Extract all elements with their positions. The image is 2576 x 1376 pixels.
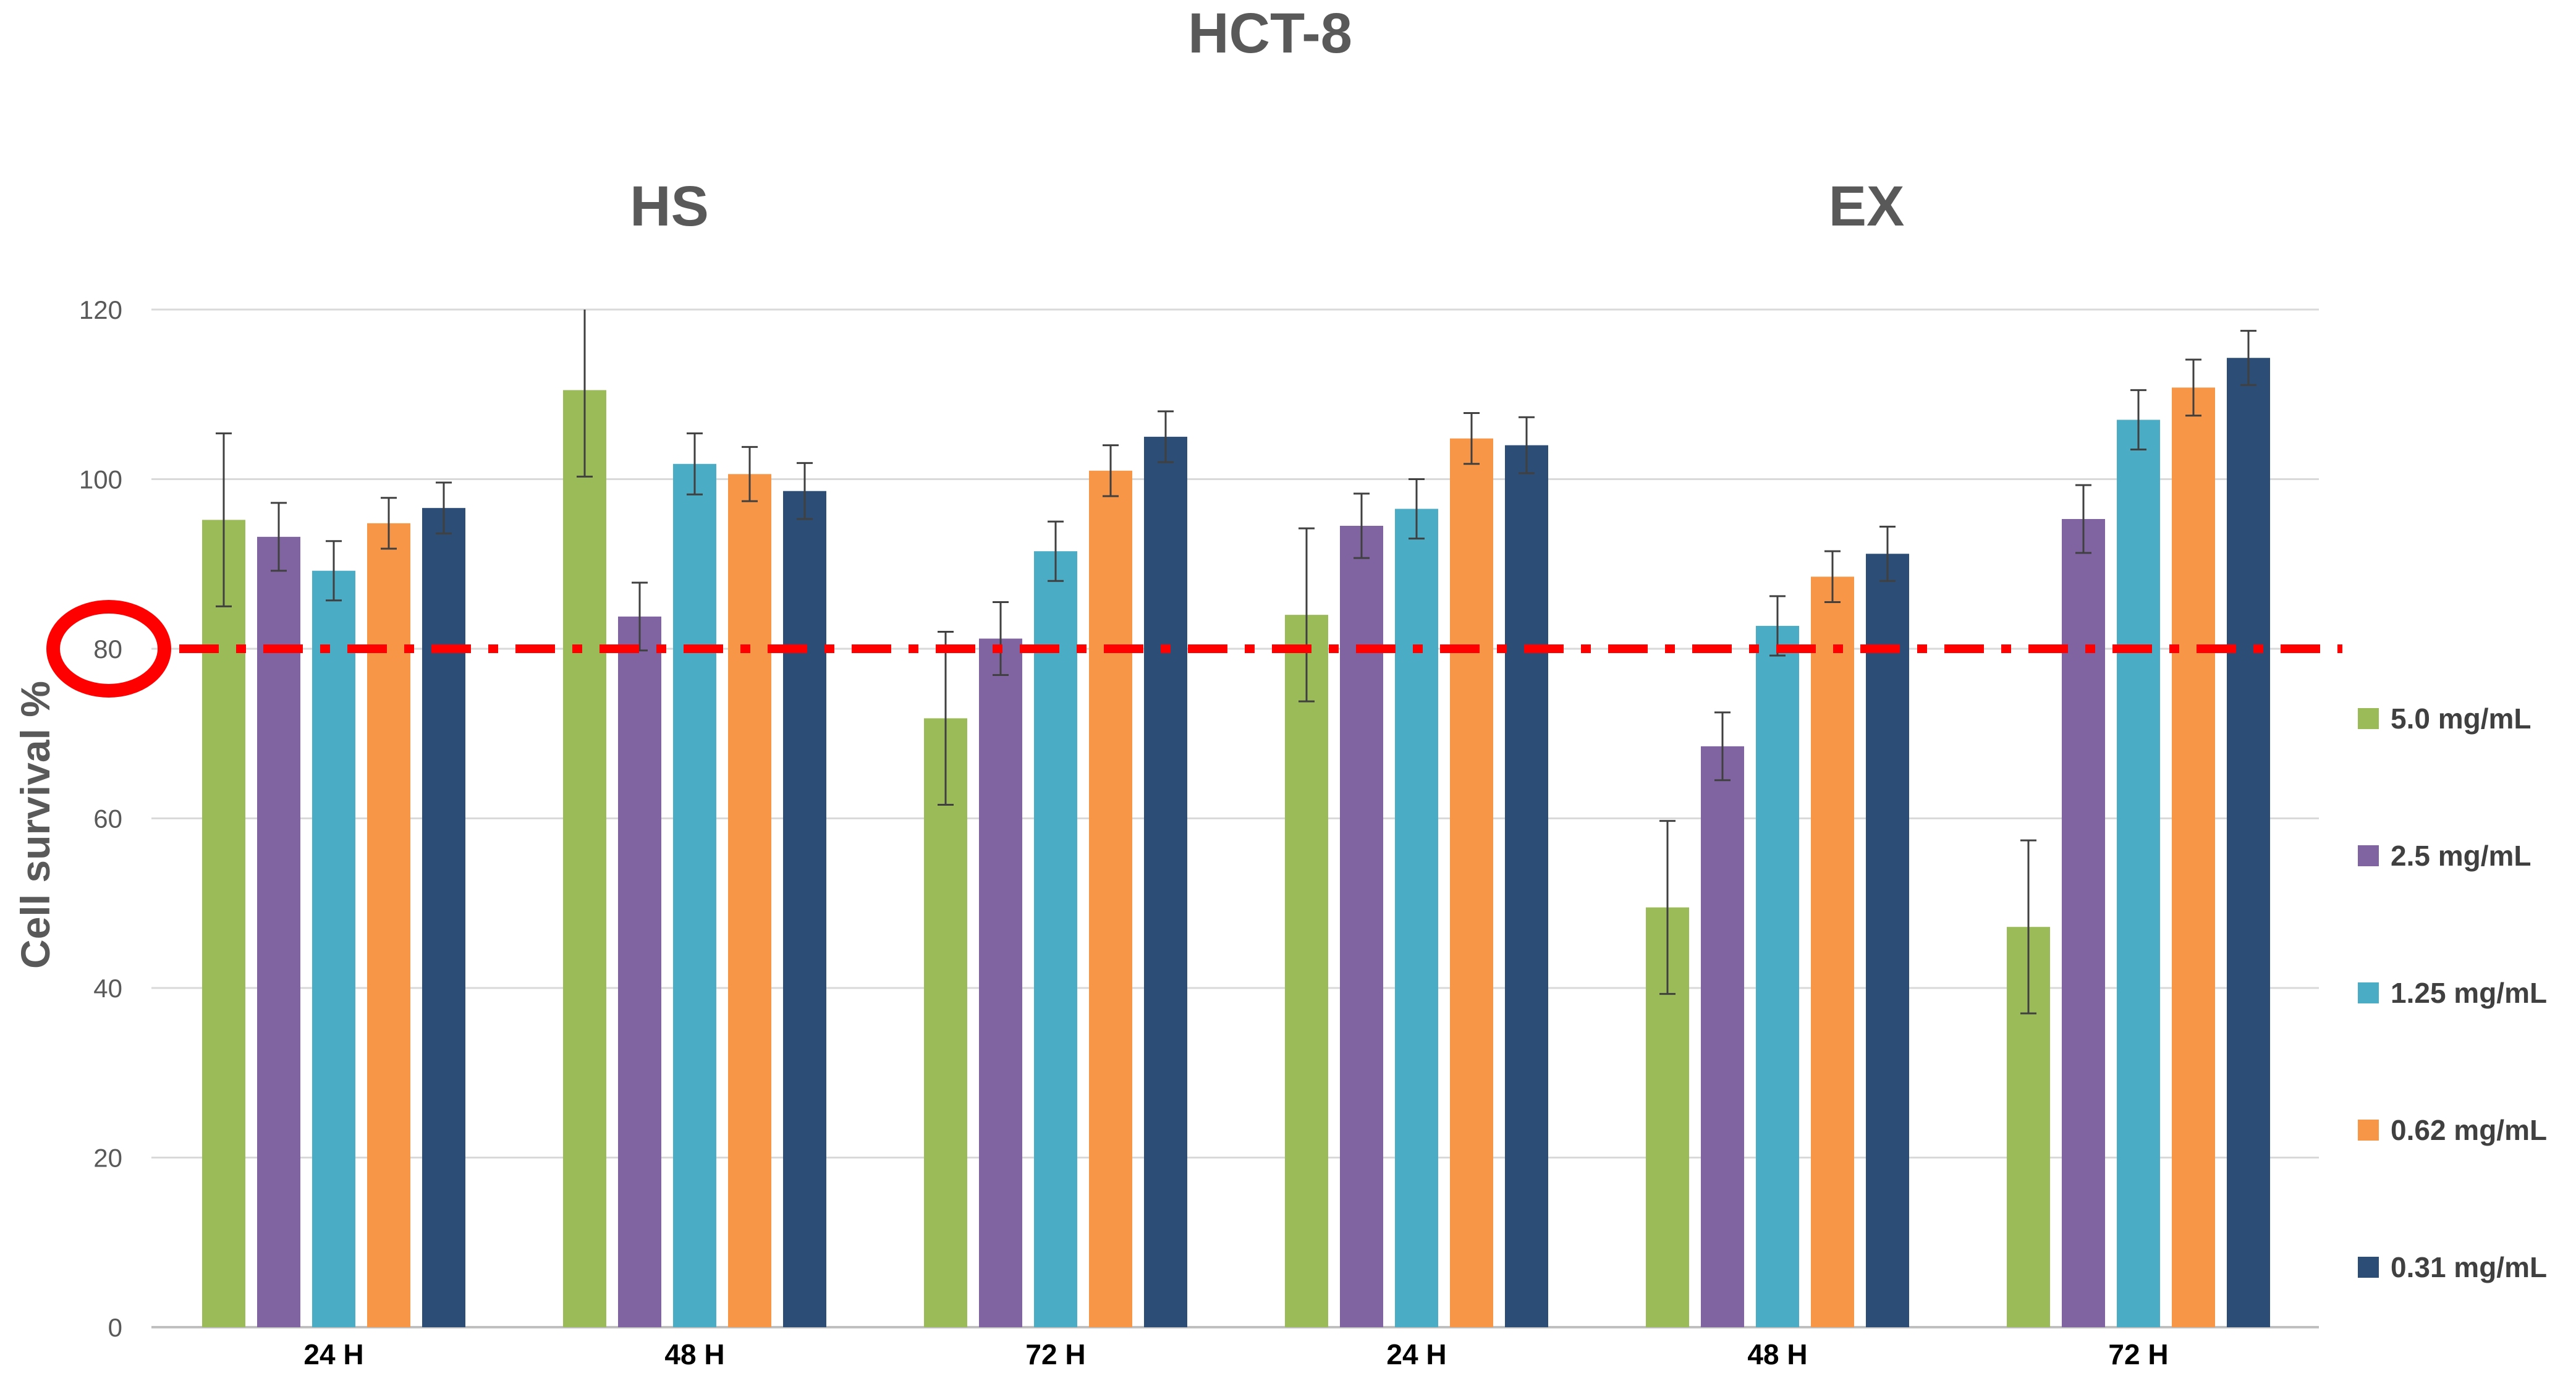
chart-title: HCT-8 <box>1188 2 1352 65</box>
x-tick-label-2: 48 H <box>664 1338 724 1370</box>
highlight-circle-80 <box>46 600 171 698</box>
bar-3-0-62-mg-ml <box>1089 470 1132 1327</box>
bar-3-2-5-mg-ml <box>979 638 1022 1327</box>
bar-4-0-31-mg-ml <box>1505 445 1548 1327</box>
legend-label-0-62-mg-ml: 0.62 mg/mL <box>2391 1114 2547 1146</box>
bar-4-2-5-mg-ml <box>1340 525 1383 1327</box>
bar-5-2-5-mg-ml <box>1701 746 1744 1327</box>
bar-5-0-62-mg-ml <box>1811 576 1854 1327</box>
bar-3-1-25-mg-ml <box>1034 551 1077 1327</box>
bar-1-1-25-mg-ml <box>312 570 355 1327</box>
bar-2-2-5-mg-ml <box>618 616 661 1327</box>
legend-swatch-5-0-mg-ml <box>2358 708 2379 729</box>
y-tick-label-100: 100 <box>79 465 122 494</box>
y-tick-label-0: 0 <box>108 1313 122 1342</box>
legend-swatch-2-5-mg-ml <box>2358 845 2379 866</box>
bar-4-0-62-mg-ml <box>1450 438 1493 1327</box>
error-bars <box>216 310 2256 1015</box>
bar-5-0-31-mg-ml <box>1866 554 1909 1327</box>
legend-swatch-0-62-mg-ml <box>2358 1120 2379 1141</box>
bar-3-5-0-mg-ml <box>924 718 967 1327</box>
group-label-hs: HS <box>630 175 709 238</box>
y-tick-label-80: 80 <box>93 635 122 664</box>
y-tick-label-60: 60 <box>93 804 122 834</box>
group-label-ex: EX <box>1829 175 1905 238</box>
bar-1-5-0-mg-ml <box>202 520 245 1327</box>
bar-6-0-62-mg-ml <box>2172 387 2215 1327</box>
x-axis: 24 H 48 H 72 H 24 H 48 H 72 H <box>303 1338 2168 1370</box>
bar-4-5-0-mg-ml <box>1285 615 1328 1327</box>
legend-label-1-25-mg-ml: 1.25 mg/mL <box>2391 977 2547 1009</box>
bar-2-1-25-mg-ml <box>673 463 716 1328</box>
bar-4-1-25-mg-ml <box>1395 509 1438 1327</box>
y-axis-ticks: 0 20 40 60 80 100 120 <box>79 295 122 1342</box>
x-tick-label-1: 24 H <box>303 1338 363 1370</box>
bar-1-0-62-mg-ml <box>367 523 410 1327</box>
y-tick-label-120: 120 <box>79 295 122 324</box>
y-tick-label-20: 20 <box>93 1144 122 1173</box>
bar-2-0-62-mg-ml <box>728 474 771 1327</box>
legend-label-2-5-mg-ml: 2.5 mg/mL <box>2391 840 2532 872</box>
y-axis-label: Cell survival % <box>12 681 58 969</box>
bar-2-0-31-mg-ml <box>783 491 826 1327</box>
bar-6-2-5-mg-ml <box>2062 519 2105 1327</box>
bar-5-1-25-mg-ml <box>1756 625 1799 1327</box>
y-tick-label-40: 40 <box>93 974 122 1003</box>
legend-swatch-0-31-mg-ml <box>2358 1257 2379 1278</box>
reference-line-group <box>46 600 2342 698</box>
bar-1-2-5-mg-ml <box>257 536 300 1327</box>
bar-1-0-31-mg-ml <box>422 508 465 1327</box>
legend-swatch-1-25-mg-ml <box>2358 982 2379 1003</box>
gridlines <box>151 308 2319 1328</box>
x-tick-label-3: 72 H <box>1025 1338 1085 1370</box>
bar-3-0-31-mg-ml <box>1144 436 1187 1327</box>
legend-label-0-31-mg-ml: 0.31 mg/mL <box>2391 1251 2547 1283</box>
bar-6-0-31-mg-ml <box>2227 358 2270 1328</box>
bar-6-1-25-mg-ml <box>2117 420 2160 1327</box>
legend-label-5-0-mg-ml: 5.0 mg/mL <box>2391 703 2532 735</box>
legend: 5.0 mg/mL 2.5 mg/mL 1.25 mg/mL 0.62 mg/mL 0.… <box>2358 703 2547 1283</box>
x-tick-label-4: 24 H <box>1386 1338 1446 1370</box>
x-tick-label-6: 72 H <box>2108 1338 2168 1370</box>
bar-series <box>202 358 2270 1328</box>
bar-2-5-0-mg-ml <box>563 390 606 1328</box>
x-tick-label-5: 48 H <box>1747 1338 1807 1370</box>
